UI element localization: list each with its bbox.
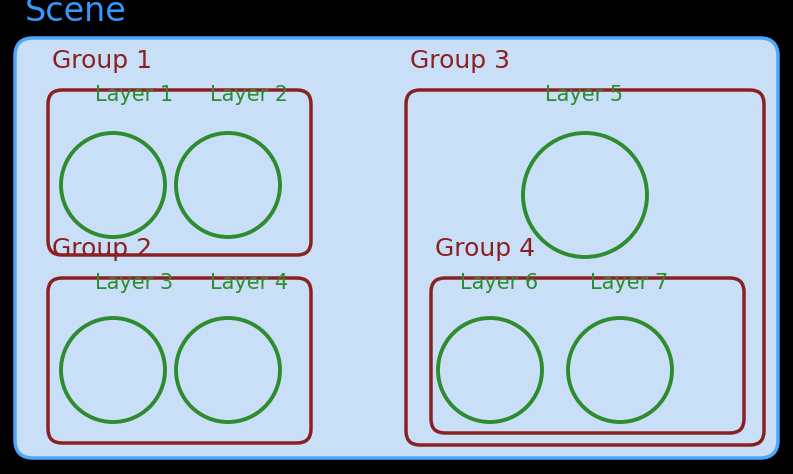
Circle shape [568, 318, 672, 422]
Text: Scene: Scene [25, 0, 127, 28]
FancyBboxPatch shape [406, 90, 764, 445]
Text: Layer 3: Layer 3 [95, 273, 173, 293]
Text: Layer 7: Layer 7 [590, 273, 668, 293]
FancyBboxPatch shape [48, 278, 311, 443]
Text: Group 2: Group 2 [52, 237, 152, 261]
Text: Layer 5: Layer 5 [545, 85, 623, 105]
Circle shape [176, 318, 280, 422]
Text: Layer 1: Layer 1 [95, 85, 173, 105]
Text: Group 3: Group 3 [410, 49, 510, 73]
FancyBboxPatch shape [15, 38, 778, 458]
Text: Layer 6: Layer 6 [460, 273, 538, 293]
Text: Group 1: Group 1 [52, 49, 152, 73]
Circle shape [438, 318, 542, 422]
Text: Group 4: Group 4 [435, 237, 535, 261]
Text: Layer 4: Layer 4 [210, 273, 288, 293]
Circle shape [61, 133, 165, 237]
Circle shape [176, 133, 280, 237]
Text: Layer 2: Layer 2 [210, 85, 288, 105]
FancyBboxPatch shape [48, 90, 311, 255]
Circle shape [523, 133, 647, 257]
Circle shape [61, 318, 165, 422]
FancyBboxPatch shape [431, 278, 744, 433]
